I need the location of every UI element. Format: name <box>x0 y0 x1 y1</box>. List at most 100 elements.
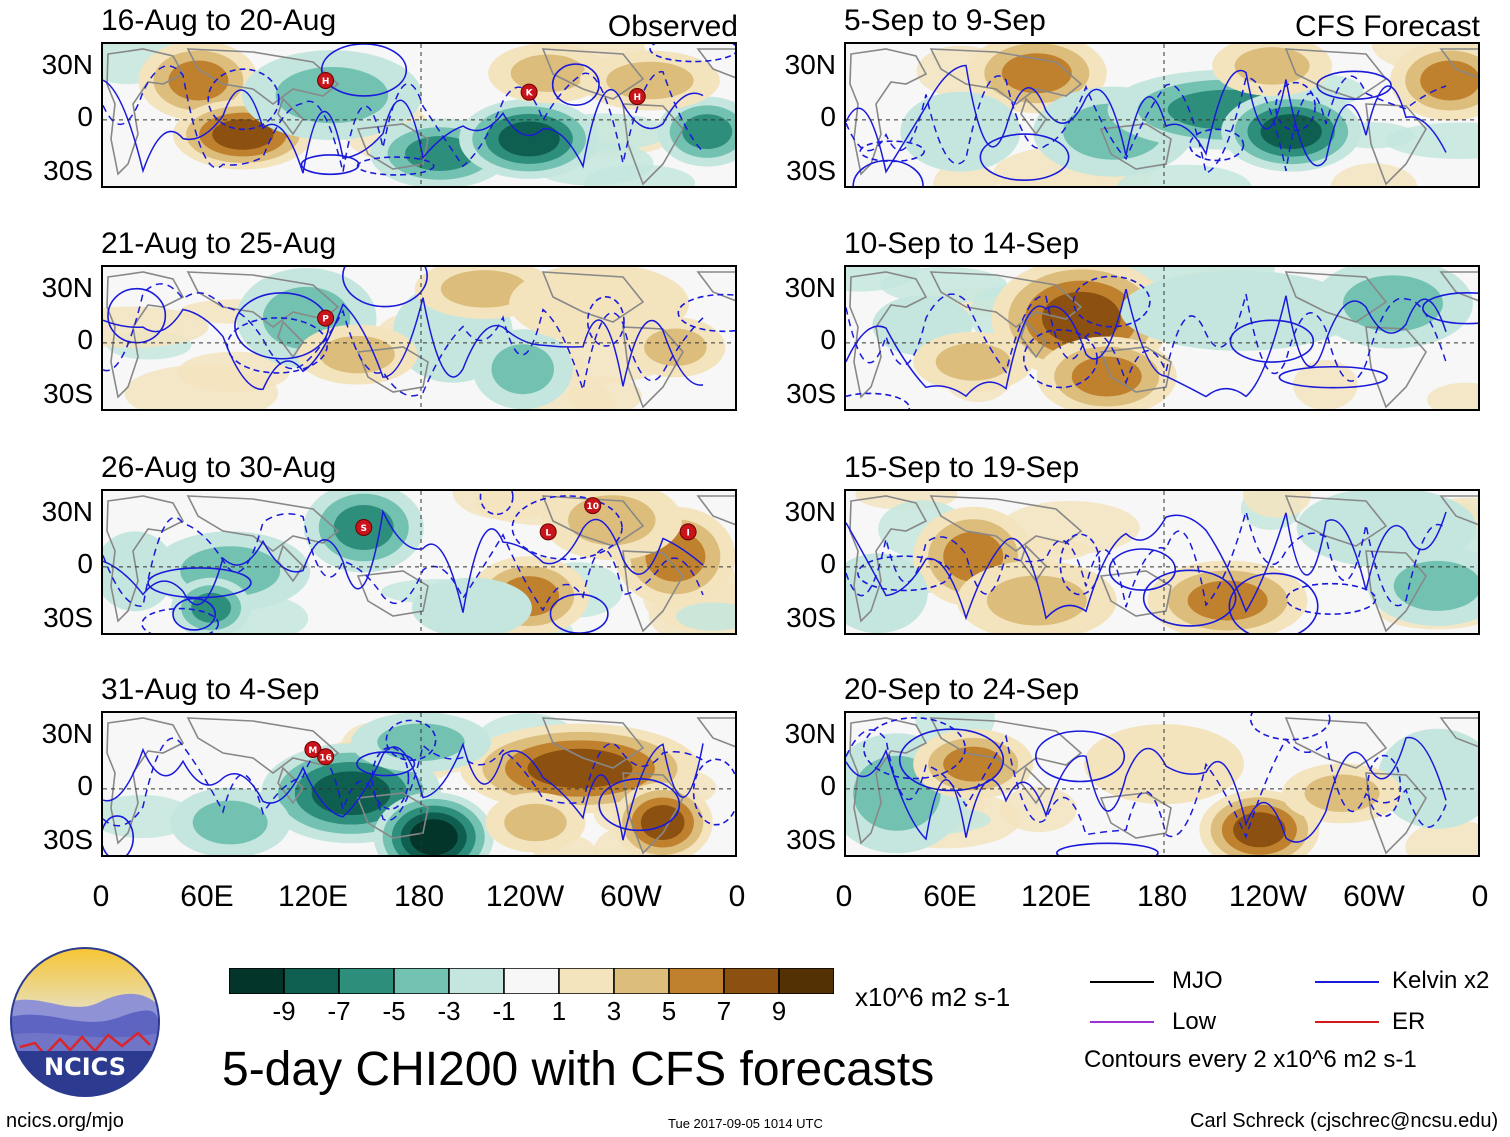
colorbar-swatch <box>283 967 340 995</box>
latitude-label: 0 <box>820 770 836 801</box>
storm-label: I <box>686 528 689 538</box>
observed-label: Observed <box>607 10 738 43</box>
latitude-label: 30S <box>786 155 836 186</box>
storm-marker: S <box>355 519 373 536</box>
storm-marker: H <box>317 72 335 89</box>
colorbar-swatch <box>668 967 725 995</box>
cfs-forecast-label: CFS Forecast <box>1294 10 1480 43</box>
timestamp: Tue 2017-09-05 1014 UTC <box>668 1116 823 1131</box>
colorbar-swatch <box>778 967 835 995</box>
storm-marker: H <box>628 88 646 106</box>
map-panel-obs-3: M 16 <box>101 711 737 857</box>
colorbar-swatch <box>723 967 780 995</box>
storm-marker: 10 <box>584 497 602 515</box>
colorbar-tick-label: -9 <box>272 996 296 1026</box>
latitude-label: 0 <box>77 101 93 132</box>
legend-label-er: ER <box>1392 1008 1426 1035</box>
storm-label: P <box>322 315 329 325</box>
legend-line-er <box>1315 1021 1379 1023</box>
colorbar-swatch <box>228 967 285 995</box>
colorbar-swatch <box>393 967 450 995</box>
latitude-label: 30S <box>43 155 93 186</box>
latitude-label: 30S <box>43 824 93 855</box>
storm-marker: P <box>317 309 335 327</box>
legend-line-low <box>1090 1021 1154 1023</box>
panel-title-obs-2: 26-Aug to 30-Aug <box>101 451 337 484</box>
colorbar-swatch <box>558 967 615 995</box>
colorbar-swatch <box>448 967 505 995</box>
latitude-label: 30N <box>41 49 93 80</box>
longitude-label: 0 <box>835 880 853 913</box>
longitude-label: 0 <box>1471 880 1489 913</box>
latitude-label: 0 <box>77 548 93 579</box>
storm-marker: I <box>679 523 697 541</box>
colorbar-tick-label: -3 <box>437 996 461 1026</box>
latitude-label: 30N <box>784 49 836 80</box>
map-panel-fcst-3 <box>844 711 1480 857</box>
panel-title-fcst-0: 5-Sep to 9-Sep <box>844 4 1046 37</box>
latitude-label: 30N <box>41 496 93 527</box>
longitude-label: 60E <box>923 880 977 913</box>
longitude-label: 60E <box>180 880 234 913</box>
longitude-label: 180 <box>393 880 445 913</box>
map-panel-obs-2: S L 10 I <box>101 489 737 635</box>
latitude-label: 30N <box>41 272 93 303</box>
longitude-label: 120W <box>485 880 565 913</box>
colorbar-tick-label: 3 <box>606 996 622 1026</box>
storm-marker: K <box>520 83 538 101</box>
ncics-logo: NCICS <box>10 947 160 1097</box>
latitude-label: 30S <box>43 602 93 633</box>
map-panel-fcst-1 <box>844 265 1480 411</box>
latitude-label: 30N <box>784 272 836 303</box>
site-link[interactable]: ncics.org/mjo <box>6 1110 124 1132</box>
panel-title-fcst-2: 15-Sep to 19-Sep <box>844 451 1080 484</box>
colorbar-tick-label: -5 <box>382 996 406 1026</box>
longitude-label: 60W <box>1343 880 1405 913</box>
map-panel-obs-1: P <box>101 265 737 411</box>
colorbar <box>228 967 835 995</box>
map-panel-fcst-0 <box>844 42 1480 188</box>
credit: Carl Schreck (cjschrec@ncsu.edu) <box>1190 1110 1499 1132</box>
panel-title-fcst-1: 10-Sep to 14-Sep <box>844 227 1080 260</box>
colorbar-tick-label: 7 <box>716 996 732 1026</box>
legend-line-mjo <box>1090 981 1154 983</box>
latitude-label: 30N <box>784 718 836 749</box>
latitude-label: 30S <box>786 378 836 409</box>
colorbar-swatch <box>613 967 670 995</box>
longitude-label: 60W <box>600 880 662 913</box>
latitude-label: 0 <box>820 324 836 355</box>
longitude-label: 0 <box>728 880 746 913</box>
main-title: 5-day CHI200 with CFS forecasts <box>222 1043 935 1096</box>
map-panel-fcst-2 <box>844 489 1480 635</box>
storm-marker: M <box>304 741 322 758</box>
storm-marker: L <box>539 523 557 541</box>
colorbar-tick-label: -7 <box>327 996 351 1026</box>
colorbar-swatch <box>338 967 395 995</box>
colorbar-tick-label: 9 <box>771 996 787 1026</box>
storm-label: H <box>322 77 330 87</box>
latitude-label: 0 <box>820 548 836 579</box>
panel-title-obs-0: 16-Aug to 20-Aug <box>101 4 337 37</box>
colorbar-tick-label: -1 <box>492 996 516 1026</box>
legend-label-low: Low <box>1172 1008 1217 1035</box>
latitude-label: 30N <box>41 718 93 749</box>
panel-title-obs-1: 21-Aug to 25-Aug <box>101 227 337 260</box>
storm-label: S <box>361 524 367 534</box>
latitude-label: 0 <box>77 324 93 355</box>
storm-marker: 16 <box>317 748 335 766</box>
logo-text: NCICS <box>44 1053 126 1081</box>
storm-label: L <box>545 528 551 538</box>
latitude-label: 30S <box>786 602 836 633</box>
latitude-label: 0 <box>820 101 836 132</box>
latitude-label: 30S <box>43 378 93 409</box>
storm-label: 10 <box>586 502 599 512</box>
latitude-label: 0 <box>77 770 93 801</box>
colorbar-tick-label: 1 <box>551 996 567 1026</box>
longitude-label: 120E <box>277 880 349 913</box>
map-panel-obs-0: H K H <box>101 42 737 188</box>
longitude-label: 0 <box>92 880 110 913</box>
latitude-label: 30N <box>784 496 836 527</box>
longitude-label: 180 <box>1136 880 1188 913</box>
colorbar-units: x10^6 m2 s-1 <box>855 982 1011 1012</box>
longitude-label: 120E <box>1020 880 1092 913</box>
